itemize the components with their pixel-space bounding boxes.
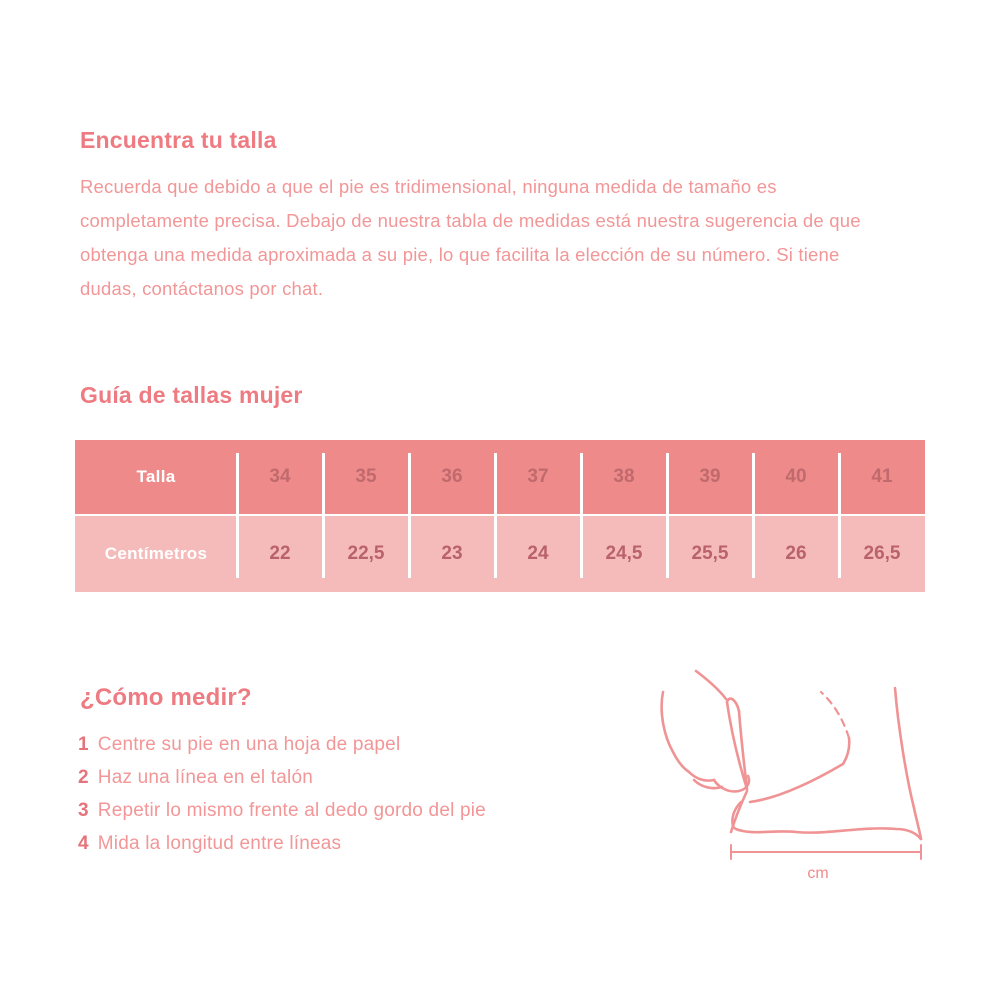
- how-to-measure-title: ¿Cómo medir?: [80, 684, 252, 711]
- cm-value: 25,5: [691, 543, 729, 564]
- pencil-right-edge: [737, 709, 749, 791]
- table-column-divider: [837, 453, 841, 578]
- size-value: 37: [527, 466, 549, 487]
- measuring-steps-list: 1 Centre su pie en una hoja de papel 2 H…: [78, 734, 638, 866]
- step-text: Haz una línea en el talón: [97, 767, 313, 788]
- step-text: Repetir lo mismo frente al dedo gordo de…: [97, 800, 486, 821]
- size-row-label: Talla: [136, 467, 176, 486]
- table-column-divider: [665, 453, 669, 578]
- table-column-divider: [235, 453, 239, 578]
- size-value: 36: [441, 466, 463, 487]
- list-item: 4 Mida la longitud entre líneas: [78, 833, 638, 866]
- size-table-header-row: Talla 34 35 36 37 38 39 40 41: [75, 440, 925, 514]
- size-value: 41: [871, 466, 893, 487]
- size-table: Talla 34 35 36 37 38 39 40 41 Centímetro…: [75, 440, 925, 592]
- step-number: 3: [78, 800, 89, 821]
- foot-top-outline: [748, 762, 845, 804]
- cm-value: 26,5: [863, 543, 901, 564]
- hand-arm-line: [694, 669, 728, 701]
- list-item: 2 Haz una línea en el talón: [78, 767, 638, 800]
- size-value: 34: [269, 466, 291, 487]
- foot-shin-dashed: [819, 690, 851, 740]
- pencil-left-edge: [725, 700, 749, 791]
- size-value: 38: [613, 466, 635, 487]
- step-number: 1: [78, 734, 89, 755]
- cm-value: 24,5: [605, 543, 643, 564]
- pencil-mark-line: [729, 789, 749, 834]
- centimeters-row: Centímetros 22 22,5 23 24 24,5 25,5 26 2…: [75, 516, 925, 592]
- step-text: Centre su pie en una hoja de papel: [97, 734, 401, 755]
- hand-thumb: [712, 774, 751, 793]
- table-column-divider: [493, 453, 497, 578]
- table-column-divider: [321, 453, 325, 578]
- find-your-size-title: Encuentra tu talla: [80, 127, 277, 153]
- intro-paragraph: Recuerda que debido a que el pie es trid…: [80, 176, 861, 299]
- foot-ankle-front: [841, 736, 851, 766]
- foot-measuring-illustration: cm: [638, 650, 950, 888]
- cm-label: cm: [807, 865, 828, 882]
- foot-toe-outline: [731, 800, 743, 828]
- table-column-divider: [751, 453, 755, 578]
- list-item: 1 Centre su pie en una hoja de papel: [78, 734, 638, 767]
- list-item: 3 Repetir lo mismo frente al dedo gordo …: [78, 800, 638, 833]
- step-number: 2: [78, 767, 89, 788]
- table-column-divider: [579, 453, 583, 578]
- centimeters-row-label: Centímetros: [104, 544, 208, 563]
- hand-fingers: [687, 770, 716, 782]
- step-number: 4: [78, 833, 89, 854]
- step-text: Mida la longitud entre líneas: [97, 833, 342, 854]
- cm-value: 22: [269, 543, 291, 564]
- size-value: 40: [785, 466, 807, 487]
- size-value: 39: [699, 466, 721, 487]
- cm-value: 22,5: [347, 543, 385, 564]
- size-value: 35: [355, 466, 377, 487]
- cm-value: 26: [785, 543, 807, 564]
- table-column-divider: [407, 453, 411, 578]
- hand-wrist-line: [660, 690, 691, 774]
- foot-sole-outline: [731, 824, 923, 841]
- pencil-top: [725, 697, 741, 713]
- foot-heel-outline: [893, 686, 923, 841]
- cm-value: 23: [441, 543, 463, 564]
- cm-value: 24: [527, 543, 549, 564]
- women-size-guide-title: Guía de tallas mujer: [80, 382, 303, 408]
